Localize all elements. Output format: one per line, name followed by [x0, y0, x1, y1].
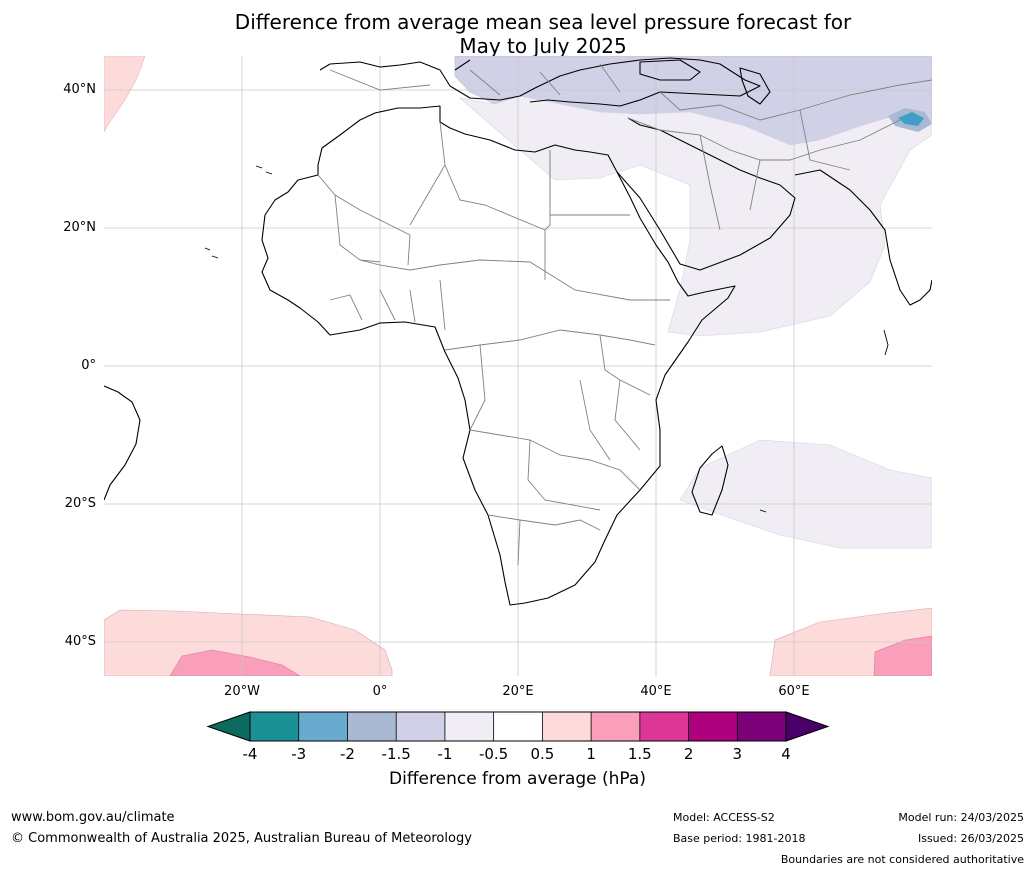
lon-label-0: 0° [372, 684, 388, 699]
border-west-africa [329, 279, 446, 331]
lon-label-20e: 20°E [502, 684, 534, 699]
colorbar-tick-label: 0.5 [530, 745, 555, 763]
colorbar-segment [444, 711, 495, 742]
anomaly-region-north-atlantic-high [104, 56, 146, 133]
colorbar-extend-high [785, 711, 830, 742]
border-sahara-west [317, 174, 411, 266]
lat-label-0: 0° [81, 358, 96, 373]
colorbar-segment [298, 711, 349, 742]
colorbar-segment [541, 711, 592, 742]
colorbar-segment [736, 711, 787, 742]
colorbar-tick-label: 1.5 [627, 745, 652, 763]
colorbar-segment [639, 711, 690, 742]
title-line-2: May to July 2025 [459, 34, 627, 58]
island-mauritius [759, 509, 767, 513]
map-title: Difference from average mean sea level p… [0, 10, 1035, 58]
coastline-madagascar [691, 445, 729, 516]
colorbar-segment [493, 711, 544, 742]
colorbar-segment [688, 711, 739, 742]
anomaly-region-tibet-low-core [898, 112, 924, 126]
lon-label-40e: 40°E [640, 684, 672, 699]
colorbar-tick-label: -4 [242, 745, 258, 763]
lat-label-40n: 40°N [63, 82, 96, 97]
colorbar-tick-label: -0.5 [478, 745, 509, 763]
colorbar-segment [395, 711, 446, 742]
colorbar-segment [347, 711, 397, 742]
footer-website: www.bom.gov.au/climate [11, 810, 175, 825]
coastline-south-asia [794, 169, 932, 306]
border-sahel [359, 259, 670, 301]
anomaly-region-south-atlantic-high [104, 609, 393, 676]
footer-disclaimer: Boundaries are not considered authoritat… [780, 853, 1024, 866]
lat-label-20n: 20°N [63, 220, 96, 235]
anomaly-region-south-indian-core [873, 635, 932, 676]
colorbar-tick-label: -3 [291, 745, 307, 763]
colorbar-segments [249, 711, 787, 742]
island-cape-verde [204, 247, 219, 259]
graticule [104, 56, 932, 676]
border-europe [329, 63, 932, 171]
lat-label-20s: 20°S [64, 496, 96, 511]
anomaly-region-south-atlantic-core [169, 649, 301, 676]
island-canaries [255, 165, 273, 175]
coastline-black-sea [639, 59, 701, 81]
title-line-1: Difference from average mean sea level p… [234, 10, 852, 34]
border-central-africa [444, 329, 656, 431]
footer-base-period: Base period: 1981-2018 [673, 832, 806, 845]
footer-model-run: Model run: 24/03/2025 [898, 811, 1024, 824]
border-east-africa [579, 334, 651, 461]
colorbar-tick-label: -2 [340, 745, 355, 763]
anomaly-region-south-indian-ocean [679, 439, 932, 549]
colorbar-frame [249, 711, 787, 742]
lat-label-40s: 40°S [64, 634, 96, 649]
coastline-europe [319, 57, 761, 107]
anomaly-region-arabia-indian-ocean [458, 95, 932, 337]
colorbar-tick-label: 3 [732, 745, 743, 763]
border-middle-east [627, 117, 901, 231]
border-southern-africa [469, 429, 641, 566]
coastline-arabia [616, 117, 796, 271]
footer-copyright: © Commonwealth of Australia 2025, Austra… [11, 831, 472, 846]
map-area [104, 56, 932, 676]
lon-label-60e: 60°E [778, 684, 810, 699]
colorbar-tick-label: 1 [586, 745, 596, 763]
colorbar-tick-label: 2 [683, 745, 694, 763]
colorbar-extend-low [206, 711, 251, 742]
colorbar [206, 711, 830, 742]
coastline-caspian [739, 67, 771, 105]
coastline-south-america [104, 385, 141, 501]
footer-issued: Issued: 26/03/2025 [917, 832, 1024, 845]
colorbar-title: Difference from average (hPa) [389, 769, 646, 789]
colorbar-segment [249, 711, 300, 742]
colorbar-tick-label: -1.5 [381, 745, 411, 763]
footer-model: Model: ACCESS-S2 [673, 811, 775, 824]
colorbar-tick-label: 4 [781, 745, 791, 763]
coastline-africa [261, 105, 736, 606]
lon-label-20w: 20°W [224, 684, 260, 699]
colorbar-segment [590, 711, 641, 742]
island-sri-lanka [883, 329, 889, 356]
border-algeria-libya [409, 121, 551, 231]
colorbar-tick-label: -1 [437, 745, 453, 763]
